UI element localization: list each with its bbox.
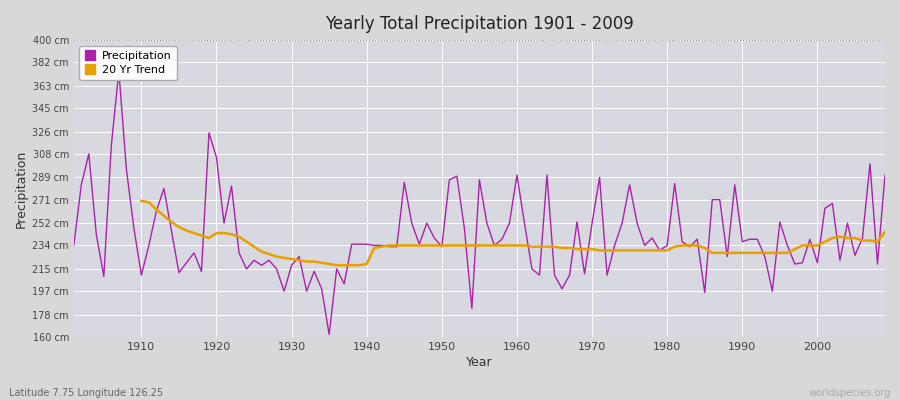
Text: worldspecies.org: worldspecies.org <box>809 388 891 398</box>
Legend: Precipitation, 20 Yr Trend: Precipitation, 20 Yr Trend <box>79 46 177 80</box>
Text: Latitude 7.75 Longitude 126.25: Latitude 7.75 Longitude 126.25 <box>9 388 163 398</box>
Y-axis label: Precipitation: Precipitation <box>15 150 28 228</box>
X-axis label: Year: Year <box>466 356 492 369</box>
Title: Yearly Total Precipitation 1901 - 2009: Yearly Total Precipitation 1901 - 2009 <box>325 15 634 33</box>
